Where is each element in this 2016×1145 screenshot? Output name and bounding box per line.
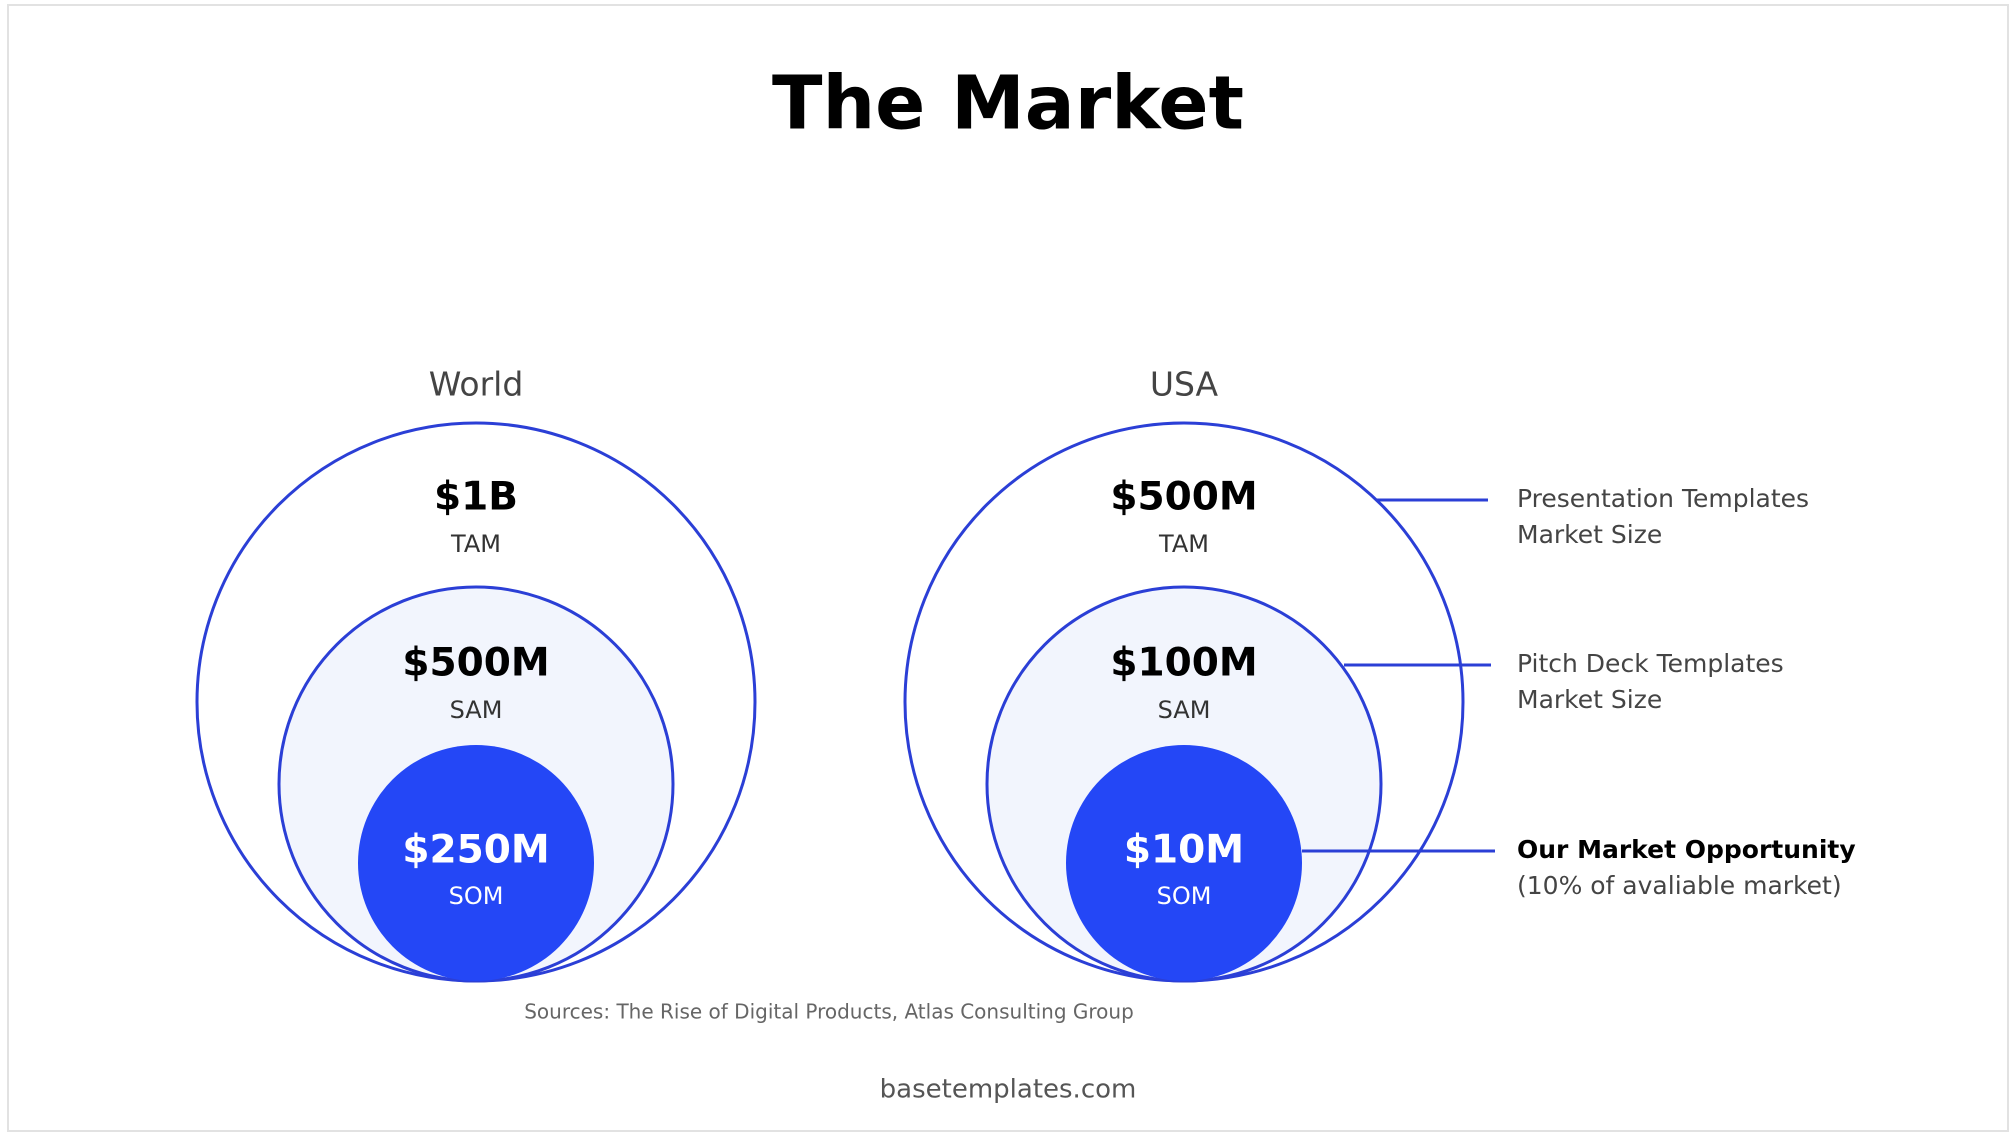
source: Sources: The Rise of Digital Products, A…	[524, 1000, 1134, 1024]
tam-value: $1B	[434, 475, 518, 520]
som-circle	[1066, 745, 1302, 981]
tam-label: TAM	[1158, 530, 1209, 558]
som-label: SOM	[449, 882, 504, 910]
footer: basetemplates.com	[880, 1075, 1137, 1105]
annotation-text: Market Size	[1517, 685, 1662, 714]
sam-value: $500M	[402, 641, 549, 686]
annotation-text: Pitch Deck Templates	[1517, 649, 1784, 678]
sam-label: SAM	[450, 696, 503, 724]
tam-label: TAM	[450, 530, 501, 558]
market-label: USA	[1150, 365, 1219, 404]
annotation-text: Our Market Opportunity	[1517, 835, 1856, 864]
tam-value: $500M	[1110, 475, 1257, 520]
market-usa: USA $500M TAM $100M SAM $10M SOM	[903, 365, 1465, 983]
som-value: $10M	[1124, 828, 1244, 873]
annotation-text: Presentation Templates	[1517, 484, 1809, 513]
annotation-text: (10% of avaliable market)	[1517, 871, 1842, 900]
market-label: World	[429, 365, 524, 404]
sam-value: $100M	[1110, 641, 1257, 686]
annotation-text: Market Size	[1517, 520, 1662, 549]
som-value: $250M	[402, 828, 549, 873]
som-circle	[358, 745, 594, 981]
title: The Market	[772, 61, 1244, 147]
market-world: World $1B TAM $500M SAM $250M SOM	[195, 365, 757, 983]
sam-label: SAM	[1158, 696, 1211, 724]
som-label: SOM	[1157, 882, 1212, 910]
annotations	[1302, 498, 1495, 853]
